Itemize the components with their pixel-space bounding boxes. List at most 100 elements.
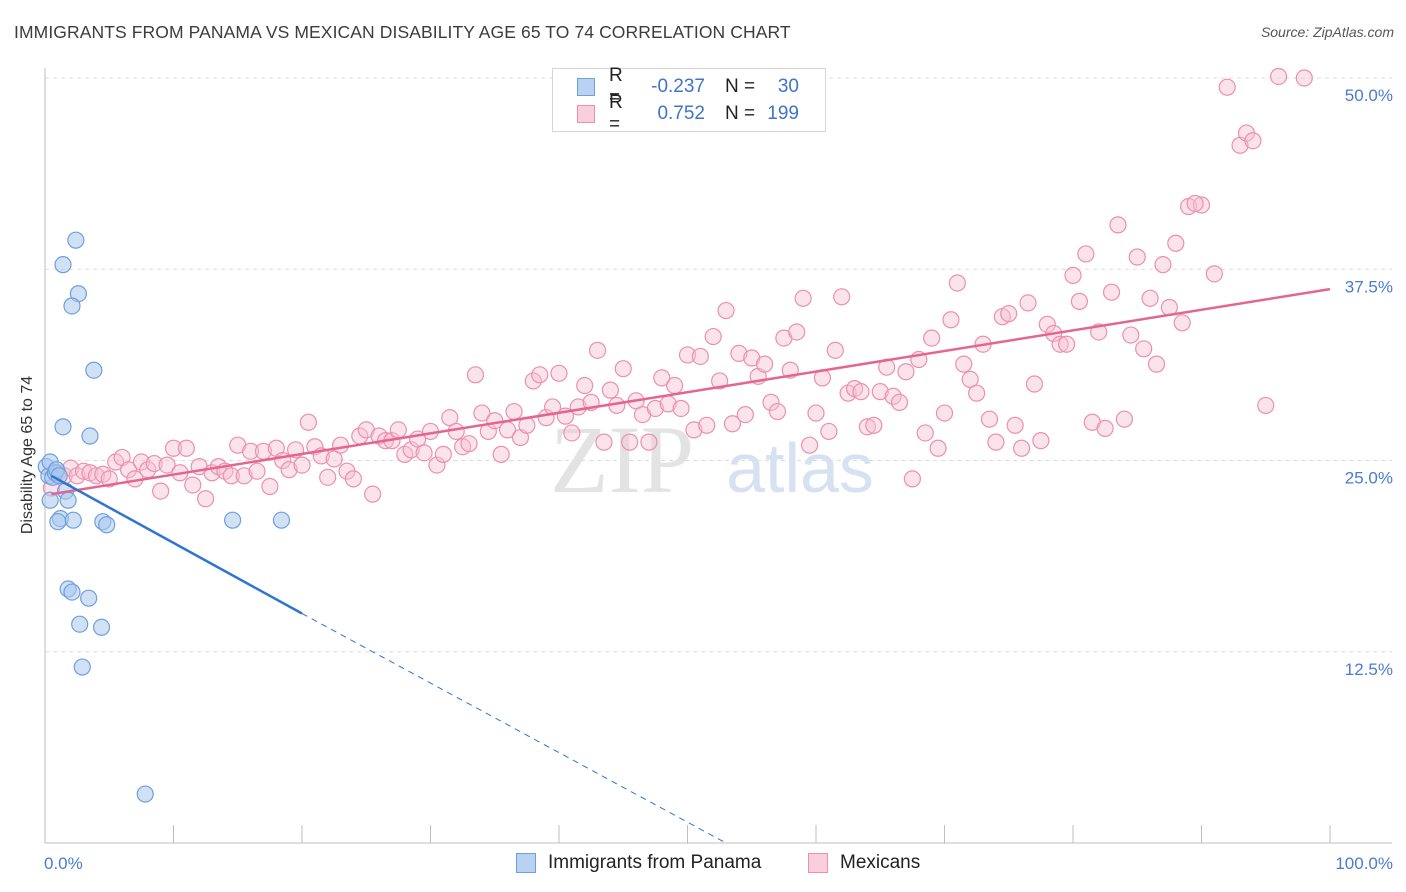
mexican-point: [955, 355, 973, 373]
mexican-point: [678, 346, 697, 364]
mexican-point: [466, 366, 485, 384]
mexican-point: [916, 424, 934, 442]
mexican-point: [942, 311, 960, 329]
mexicans-trend-line: [51, 287, 1331, 496]
y-tick-label: 37.5%: [1345, 277, 1393, 296]
mexican-point: [1186, 194, 1204, 213]
panama-point: [80, 589, 98, 607]
mexican-point: [1141, 289, 1159, 307]
panama-point: [98, 516, 116, 534]
mexican-point: [948, 274, 966, 292]
mexican-point: [325, 450, 343, 468]
y-tick-label: 25.0%: [1345, 469, 1393, 488]
legend-r-label: R =: [609, 92, 623, 135]
panama-trend-extension: [301, 613, 727, 844]
mexican-point: [897, 363, 915, 381]
mexican-point: [621, 433, 639, 451]
mexican-point: [820, 422, 838, 441]
chart-source: Source: ZipAtlas.com: [1260, 24, 1394, 40]
tick-labels: 12.5% 25.0% 37.5% 50.0% 0.0% 100.0%: [44, 86, 1393, 873]
mexican-point: [1128, 248, 1146, 266]
mexican-point: [858, 418, 877, 436]
mexican-point: [197, 490, 215, 508]
panama-point: [50, 467, 68, 485]
mexican-point: [1109, 216, 1127, 234]
mexican-point: [980, 410, 999, 428]
mexican-point: [261, 477, 279, 496]
mexican-point: [961, 370, 979, 389]
legend-n-value: 199: [767, 103, 799, 124]
mexican-point: [505, 402, 523, 421]
mexican-point: [242, 442, 260, 460]
mexican-point: [987, 433, 1005, 451]
panama-point: [272, 511, 291, 529]
mexican-point: [87, 467, 106, 485]
panama-point: [63, 297, 81, 315]
legend-swatch-mexicans: [577, 105, 595, 123]
mexican-point: [145, 454, 163, 473]
panama-point: [73, 658, 91, 676]
mexican-point: [331, 436, 350, 454]
mexican-point: [704, 327, 722, 346]
mexican-point: [1057, 335, 1076, 353]
panama-point: [136, 785, 154, 803]
panama-point: [41, 491, 59, 509]
watermark-atlas: atlas: [726, 429, 874, 507]
mexican-point: [1038, 315, 1056, 333]
mexican-point: [890, 393, 909, 411]
panama-point: [63, 583, 81, 601]
mexican-point: [119, 461, 138, 479]
chart-title: IMMIGRANTS FROM PANAMA VS MEXICAN DISABI…: [14, 22, 791, 42]
mexican-point: [871, 383, 889, 401]
mexican-point: [1205, 265, 1223, 283]
mexican-point: [492, 445, 510, 463]
mexican-point: [968, 384, 986, 402]
mexican-point: [1269, 67, 1288, 86]
mexican-point: [723, 415, 742, 433]
mexican-point: [1051, 335, 1069, 353]
legend-row-panama: R = -0.237 N = 30: [577, 65, 799, 108]
panama-point: [81, 427, 99, 445]
mexican-point: [691, 347, 709, 366]
correlation-legend: R = -0.237 N = 30 R = 0.752 N = 199: [552, 65, 826, 135]
mexican-point: [389, 421, 407, 439]
mexican-point: [402, 441, 420, 459]
mexican-point: [235, 467, 253, 485]
mexican-point: [1167, 234, 1185, 252]
mexican-point: [473, 404, 491, 422]
mexican-point: [666, 376, 684, 395]
mexican-point: [222, 467, 240, 485]
panama-series: [37, 231, 291, 803]
legend-n-label: N =: [725, 76, 756, 97]
mexican-point: [1295, 69, 1313, 87]
mexican-point: [184, 476, 202, 494]
mexican-point: [884, 387, 902, 405]
legend-swatch-panama: [516, 853, 536, 873]
watermark: ZIP atlas: [550, 406, 874, 513]
mexican-point: [595, 433, 613, 451]
mexican-point: [903, 470, 921, 488]
panama-point: [224, 511, 242, 529]
legend-r-value: 0.752: [657, 103, 705, 124]
mexican-point: [1006, 416, 1024, 434]
mexican-point: [800, 436, 819, 454]
mexican-point: [653, 369, 671, 387]
mexican-point: [1218, 78, 1236, 96]
trend-lines: [50, 287, 1331, 844]
mexican-point: [923, 329, 941, 347]
legend-r-value: -0.237: [651, 76, 705, 97]
mexican-point: [460, 435, 478, 453]
mexican-point: [1192, 196, 1211, 214]
mexican-point: [730, 344, 748, 362]
mexican-point: [833, 288, 851, 306]
mexican-point: [74, 462, 93, 480]
mexican-point: [1154, 256, 1172, 274]
mexican-point: [1244, 132, 1262, 150]
mexican-point: [698, 416, 716, 434]
mexican-point: [1025, 375, 1044, 393]
mexican-point: [1147, 355, 1166, 373]
legend-label-mexicans: Mexicans: [840, 852, 921, 873]
mexican-point: [248, 462, 266, 480]
mexican-point: [164, 439, 183, 457]
